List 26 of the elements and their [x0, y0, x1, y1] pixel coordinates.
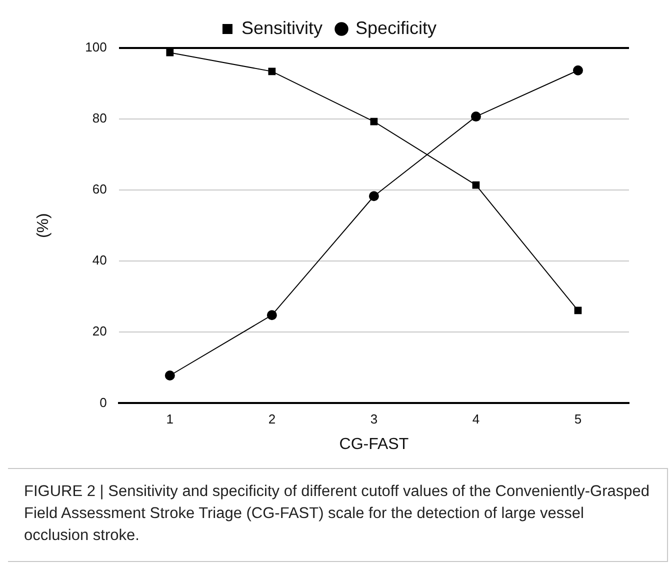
x-tick-label: 5 [574, 412, 582, 427]
caption: FIGURE 2 | Sensitivity and specificity of different cutoff values of the Conveniently-Grasped Field Assessment Stroke Triage (CG-FAST) scale for the detection of large vessel occlusion stroke. [24, 482, 650, 546]
point [268, 68, 276, 76]
y-tick-label: 20 [92, 324, 107, 339]
point [574, 306, 582, 314]
x-axis-title: CG-FAST [339, 436, 409, 453]
x-tick-label: 4 [472, 412, 480, 427]
legend-label: Specificity [356, 18, 437, 38]
point [472, 181, 480, 189]
point [572, 65, 583, 76]
point [470, 112, 481, 122]
point [166, 48, 174, 56]
x-tick-label: 1 [166, 412, 174, 427]
x-tick-label: 3 [370, 412, 378, 427]
x-tick-label: 2 [268, 412, 276, 427]
point [266, 310, 277, 320]
legend-label: Sensitivity [241, 18, 323, 38]
y-tick-label: 80 [92, 110, 107, 126]
y-axis-title: (%) [35, 213, 52, 238]
point [164, 370, 175, 380]
y-tick-label: 60 [92, 182, 107, 197]
point [368, 191, 379, 202]
y-tick-label: 40 [92, 252, 107, 268]
y-tick-label: 0 [100, 394, 107, 410]
y-tick-label: 100 [85, 40, 107, 55]
point [370, 118, 378, 126]
